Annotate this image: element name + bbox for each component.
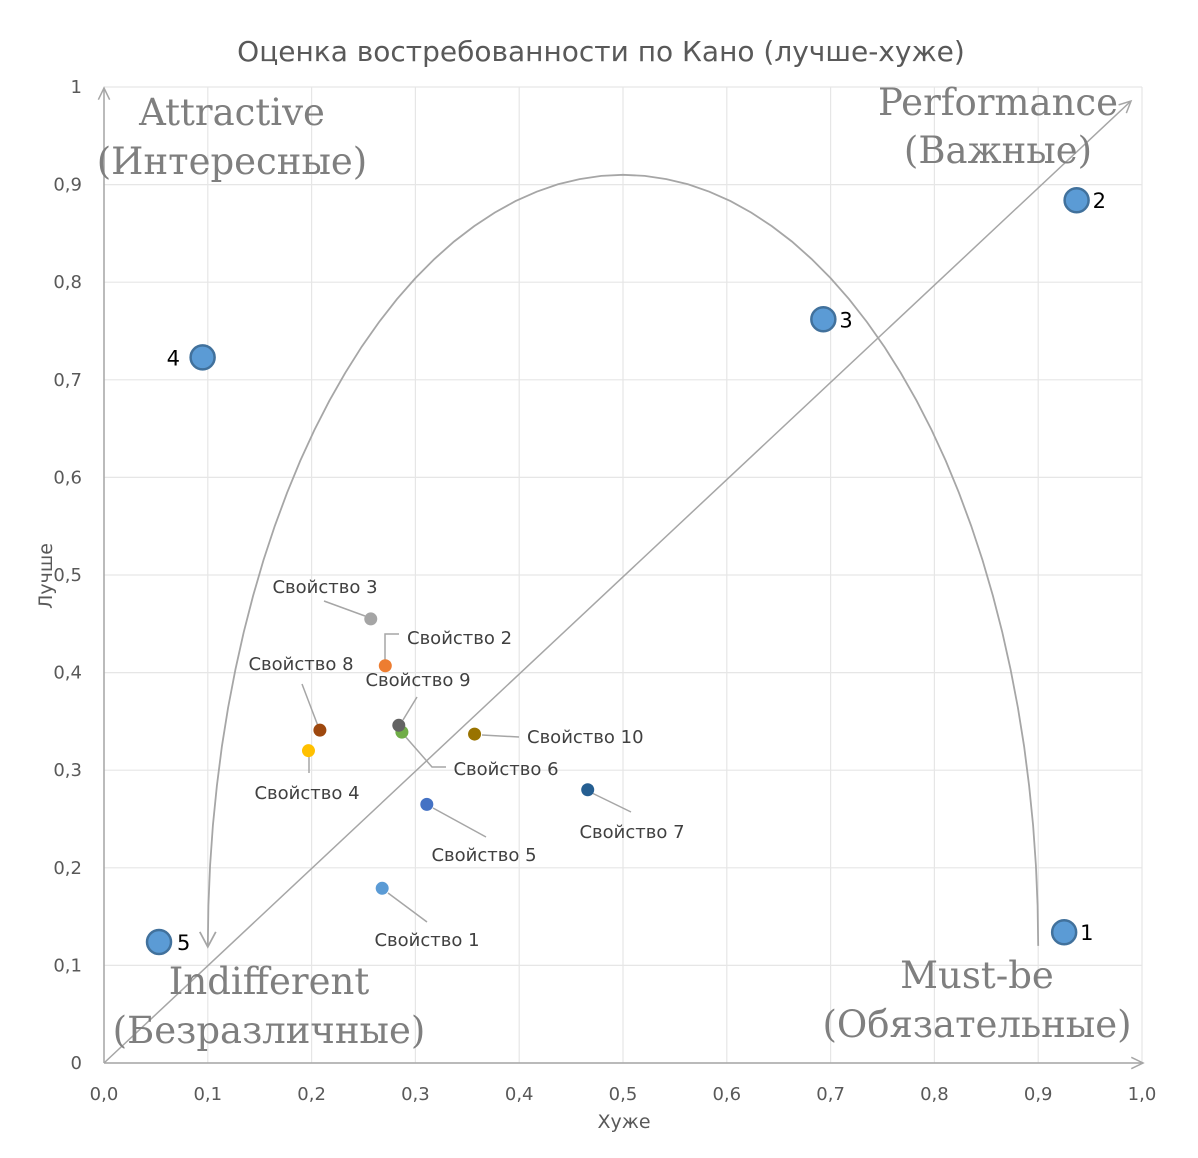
diagonal-arrow [103,100,1132,1064]
y-tick-label: 0,4 [53,663,82,684]
x-tick-label: 0,5 [609,1084,638,1105]
data-label: Свойство 9 [365,670,470,691]
reference-point [1050,918,1078,946]
y-axis-label: Лучше [35,543,57,609]
kano-arc [206,173,1040,946]
y-tick-label: 0,8 [53,272,82,293]
quadrant-labels: Attractive (Интересные) Performance (Важные… [97,81,1132,1052]
y-tick-label: 0,1 [53,955,82,976]
data-label-leader [481,734,520,738]
y-tick-label: 0,3 [53,760,82,781]
y-tick-label: 1 [71,77,82,98]
reference-point [810,306,837,333]
data-label: Свойство 10 [527,727,644,748]
x-axis-arrow-head [1130,1056,1145,1070]
x-tick-label: 0,9 [1024,1084,1053,1105]
data-point [420,797,434,811]
data-point [581,783,595,797]
data-label-leader [432,807,487,838]
y-axis-arrow-head [97,86,111,101]
reference-point [1063,186,1090,214]
x-axis-ticks: 0,0 0,1 0,2 0,3 0,4 0,5 0,6 0,7 0,8 0,9 1,0 [90,1084,1157,1105]
quadrant-title: Indifferent [169,960,370,1003]
x-tick-label: 0,7 [816,1084,845,1105]
data-label: Свойство 6 [453,759,558,780]
data-point [375,881,389,895]
chart-title: Оценка востребованности по Кано (лучше-х… [237,35,965,68]
quadrant-subtitle: (Обязательные) [822,1003,1131,1046]
data-label-leader [301,683,319,727]
data-label: Свойство 3 [272,577,377,598]
data-labels: 1 2 3 4 5 Свойство 1 Свойство 2 Свойство 3 Свойс… [167,189,1106,955]
diagonal-arrow-head [1118,99,1133,114]
data-label-leader [384,633,399,660]
data-point [301,744,315,758]
data-label-leader [403,734,446,768]
x-tick-label: 0,8 [920,1084,949,1105]
data-label-leader [591,792,632,813]
data-label: Свойство 4 [254,783,359,804]
data-point [468,727,482,741]
data-label: Свойство 1 [374,930,479,951]
quadrant-title: Must-be [900,954,1054,997]
reference-point-label: 4 [167,346,180,370]
reference-point [145,928,173,956]
x-axis-label: Хуже [597,1111,650,1133]
data-label-leader [387,892,428,923]
x-tick-label: 0,1 [193,1084,222,1105]
y-tick-label: 0,5 [53,565,82,586]
kano-guides [97,86,1145,1070]
y-tick-label: 0,7 [53,370,82,391]
quadrant-subtitle: (Безразличные) [113,1009,426,1052]
y-tick-label: 0 [71,1053,82,1074]
x-tick-label: 0,4 [505,1084,534,1105]
reference-point [189,344,216,371]
quadrant-subtitle: (Важные) [904,129,1092,172]
grid [103,86,1143,1064]
quadrant-subtitle: (Интересные) [97,140,367,183]
x-tick-label: 0,0 [90,1084,119,1105]
data-point [313,723,327,737]
data-points [145,186,1090,956]
reference-point-label: 3 [839,308,852,332]
kano-arc-head [199,931,217,949]
y-tick-label: 0,9 [53,175,82,196]
data-label: Свойство 8 [248,654,353,675]
quadrant-title: Attractive [138,91,325,134]
data-label-leader [402,696,418,721]
reference-point-label: 5 [177,931,190,955]
x-tick-label: 0,6 [712,1084,741,1105]
reference-point-label: 1 [1080,921,1093,945]
x-tick-label: 0,3 [401,1084,430,1105]
data-point [392,718,406,732]
data-point [364,612,378,626]
reference-point-label: 2 [1093,189,1106,213]
y-tick-label: 0,6 [53,467,82,488]
data-point [378,659,392,673]
x-tick-label: 0,2 [297,1084,326,1105]
data-label-leader [323,600,366,617]
quadrant-title: Performance [878,81,1118,124]
x-tick-label: 1,0 [1128,1084,1157,1105]
y-tick-label: 0,2 [53,858,82,879]
y-axis-ticks: 0 0,1 0,2 0,3 0,4 0,5 0,6 0,7 0,8 0,9 1 [53,77,82,1074]
data-label: Свойство 5 [431,845,536,866]
data-label: Свойство 7 [579,822,684,843]
label-leaders [301,600,632,923]
data-label: Свойство 2 [407,628,512,649]
